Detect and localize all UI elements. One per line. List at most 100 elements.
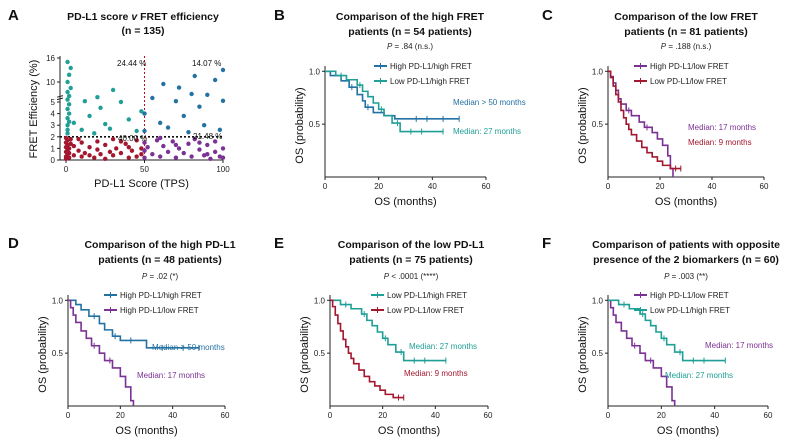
x-axis-label: OS (months)	[657, 425, 719, 437]
legend-entry: High PD-L1/low FRET	[650, 62, 729, 71]
y-tick-label: 10	[46, 78, 55, 87]
scatter-point	[65, 116, 70, 121]
p-value: P = .02 (*)	[142, 272, 179, 281]
panel-b: B Comparison of the high FRET patients (n …	[274, 7, 526, 208]
panel-c: C Comparison of the low FRET patients (n =…	[542, 7, 769, 208]
p-value-text: = .84 (n.s.)	[392, 42, 433, 51]
scatter-point	[212, 149, 218, 155]
legend-entry: High PD-L1/low FRET	[650, 291, 729, 300]
scatter-point	[79, 140, 84, 145]
y-axis-label: OS (probability)	[37, 316, 49, 392]
km-curve	[608, 299, 676, 406]
scatter-point	[212, 139, 218, 144]
panel-title: patients (n = 81 patients)	[624, 26, 747, 38]
scatter-point	[134, 128, 139, 134]
scatter-point	[98, 152, 103, 157]
x-tick-label: 40	[431, 411, 440, 420]
scatter-point	[76, 148, 81, 153]
y-tick-label: 1.0	[592, 296, 604, 305]
y-tick-label: 0.5	[309, 120, 321, 129]
panel-title: Comparison of the high PD-L1	[84, 239, 235, 251]
scatter-point	[139, 109, 144, 114]
scatter-point	[79, 154, 84, 159]
y-tick-label: 1.0	[592, 67, 604, 76]
scatter-point	[186, 129, 191, 135]
scatter-point	[129, 148, 135, 153]
x-tick-label: 0	[606, 182, 611, 191]
x-tick-label: 20	[656, 182, 665, 191]
x-axis-label: OS (months)	[115, 425, 177, 437]
scatter-point	[66, 72, 72, 78]
scatter-point	[189, 154, 194, 159]
legend-entry: Low PD-L1/high FRET	[390, 77, 470, 86]
x-tick-label: 60	[482, 182, 491, 191]
scatter-point	[123, 141, 128, 146]
x-tick-label: 0	[64, 165, 69, 174]
scatter-point	[145, 145, 150, 150]
scatter-point	[134, 154, 139, 159]
y-tick-label: 5	[51, 98, 56, 107]
panel-title: patients (n = 48 patients)	[98, 254, 221, 266]
y-tick-label: 16	[46, 54, 55, 63]
panel-label: A	[8, 7, 19, 24]
y-tick-label: 0.5	[592, 349, 604, 358]
scatter-point	[126, 145, 131, 150]
y-tick-label: 0	[51, 156, 56, 165]
median-label: Median: 9 months	[404, 369, 468, 378]
legend-entry: Low PD-L1/low FRET	[387, 306, 464, 315]
scatter-point	[71, 153, 77, 158]
y-tick-label: 0.5	[52, 349, 64, 358]
scatter-point	[65, 97, 70, 102]
scatter-point	[142, 111, 147, 116]
scatter-point	[65, 123, 70, 128]
panel-f: F Comparison of patients with opposite pre…	[542, 235, 780, 437]
p-value: P = .84 (n.s.)	[387, 42, 433, 51]
scatter-point	[65, 59, 70, 65]
scatter-point	[212, 77, 218, 83]
scatter-point	[176, 146, 182, 151]
panel-d: D Comparison of the high PD-L1 patients (n…	[8, 235, 236, 437]
km-curve	[608, 299, 726, 362]
scatter-point	[107, 126, 113, 131]
scatter-point	[66, 111, 72, 116]
scatter-point	[173, 142, 179, 148]
x-tick-label: 40	[168, 411, 177, 420]
scatter-point	[110, 87, 116, 93]
y-axis-label: OS (probability)	[577, 316, 589, 392]
scatter-point	[66, 150, 72, 156]
panel-title-part: FRET efficiency	[137, 11, 219, 23]
scatter-point	[103, 156, 108, 162]
y-tick-label: 1.0	[309, 67, 321, 76]
scatter-point	[66, 93, 72, 99]
panel-title: Comparison of the high FRET	[336, 11, 485, 23]
scatter-point	[87, 113, 92, 119]
scatter-point	[126, 155, 131, 160]
scatter-point	[173, 155, 179, 160]
y-axis-label: FRET Efficiency (%)	[28, 60, 40, 159]
median-label: Median > 50 months	[453, 98, 526, 107]
scatter-point	[95, 147, 100, 152]
scatter-point	[107, 149, 113, 155]
panel-label: C	[542, 7, 553, 24]
legend-entry: High PD-L1/low FRET	[120, 306, 199, 315]
scatter-point	[126, 117, 131, 122]
x-axis-label: OS (months)	[655, 196, 717, 208]
scatter-point	[87, 145, 92, 150]
legend-entry: Low PD-L1/high FRET	[387, 291, 467, 300]
scatter-point	[65, 79, 70, 85]
panel-title: patients (n = 54 patients)	[348, 26, 471, 38]
scatter-point	[186, 141, 191, 146]
scatter-point	[65, 89, 70, 95]
x-tick-label: 20	[378, 411, 387, 420]
p-value-symbol: P	[661, 42, 667, 51]
scatter-point	[158, 154, 163, 159]
y-tick-label: 1.0	[52, 296, 64, 305]
panel-a: A PD-L1 score v FRET efficiency (n = 135) 0…	[8, 7, 230, 190]
x-axis-label: OS (months)	[374, 196, 436, 208]
km-curve	[608, 70, 674, 177]
scatter-point	[176, 85, 182, 90]
y-tick-label: 0.5	[592, 120, 604, 129]
y-tick-label: 3	[51, 121, 56, 130]
x-tick-label: 0	[66, 411, 71, 420]
scatter-point	[92, 155, 97, 160]
